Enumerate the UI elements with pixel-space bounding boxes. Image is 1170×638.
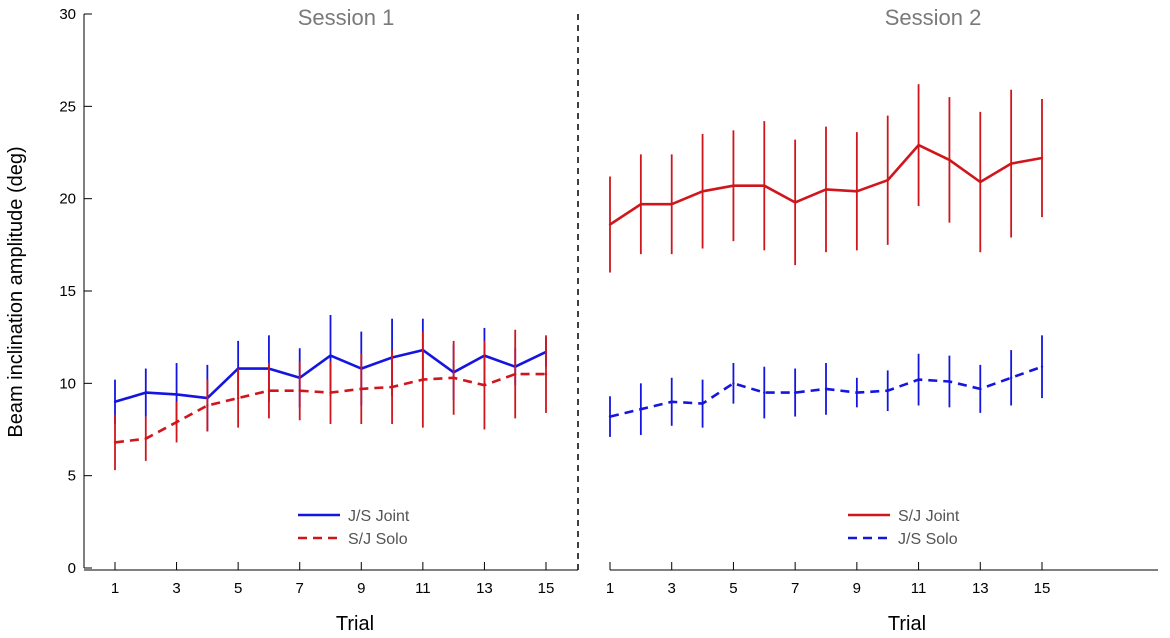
data-point bbox=[979, 387, 982, 391]
data-point bbox=[639, 203, 643, 206]
x-tick-label: 3 bbox=[668, 580, 676, 597]
data-point bbox=[1009, 162, 1013, 165]
data-point bbox=[639, 407, 643, 411]
data-point bbox=[732, 184, 735, 187]
x-axis-title-session-2: Trial bbox=[888, 613, 926, 635]
y-axis: 0 5 10 15 20 25 30 bbox=[59, 6, 92, 577]
x-tick-label: 1 bbox=[111, 580, 119, 597]
data-point bbox=[360, 387, 363, 391]
legend-session-2: S/J Joint J/S Solo bbox=[848, 508, 960, 548]
x-tick-label: 5 bbox=[234, 580, 242, 597]
x-axis-session-1: 1 3 5 7 9 11 13 15 bbox=[84, 562, 578, 597]
y-tick-label: 25 bbox=[59, 98, 76, 115]
data-point bbox=[544, 372, 548, 376]
x-tick-label: 11 bbox=[415, 580, 431, 597]
y-tick-label: 0 bbox=[68, 560, 76, 577]
data-point bbox=[608, 223, 612, 226]
x-tick-label: 3 bbox=[172, 580, 180, 597]
data-point bbox=[206, 404, 209, 407]
data-point bbox=[608, 415, 612, 418]
data-point bbox=[298, 389, 301, 392]
data-point bbox=[1040, 365, 1044, 368]
data-point bbox=[948, 380, 951, 383]
data-point bbox=[886, 179, 889, 182]
data-point bbox=[144, 437, 147, 440]
data-point bbox=[701, 190, 704, 193]
data-point bbox=[514, 372, 517, 376]
data-point bbox=[855, 190, 859, 193]
session-1-plot bbox=[113, 315, 548, 471]
x-axis-session-2: 1 3 5 7 9 11 13 15 bbox=[606, 562, 1158, 597]
data-point bbox=[1009, 376, 1013, 379]
data-point bbox=[113, 400, 117, 403]
y-tick-label: 15 bbox=[59, 283, 76, 300]
x-tick-label: 7 bbox=[791, 580, 799, 597]
data-point bbox=[824, 387, 828, 391]
data-point bbox=[329, 354, 332, 357]
x-tick-label: 9 bbox=[853, 580, 861, 597]
legend-session-1: J/S Joint S/J Solo bbox=[298, 508, 410, 548]
series-j-s-solo bbox=[608, 335, 1044, 437]
data-point bbox=[113, 441, 117, 444]
data-point bbox=[267, 389, 271, 392]
data-point bbox=[732, 382, 735, 385]
x-tick-label: 7 bbox=[296, 580, 304, 597]
y-tick-label: 20 bbox=[59, 191, 76, 208]
x-axis-title-session-1: Trial bbox=[336, 613, 374, 635]
x-tick-label: 5 bbox=[729, 580, 737, 597]
x-tick-label: 15 bbox=[538, 580, 555, 597]
legend-label-solo: J/S Solo bbox=[898, 531, 958, 548]
y-tick-label: 10 bbox=[59, 375, 76, 392]
legend-label-joint: S/J Joint bbox=[898, 508, 960, 525]
data-point bbox=[175, 420, 178, 424]
data-point bbox=[670, 203, 673, 206]
data-point bbox=[948, 158, 951, 162]
series-s-j-joint bbox=[608, 84, 1044, 273]
data-point bbox=[670, 400, 673, 403]
data-point bbox=[483, 383, 486, 387]
x-tick-label: 15 bbox=[1034, 580, 1051, 597]
session-1-title: Session 1 bbox=[298, 5, 395, 30]
session-2-title: Session 2 bbox=[885, 5, 982, 30]
data-point bbox=[979, 180, 982, 184]
y-tick-label: 5 bbox=[68, 468, 76, 485]
x-tick-label: 9 bbox=[357, 580, 365, 597]
data-point bbox=[236, 396, 240, 400]
data-point bbox=[886, 389, 889, 392]
data-point bbox=[855, 391, 859, 394]
data-point bbox=[763, 184, 766, 187]
data-point bbox=[390, 385, 394, 389]
data-point bbox=[701, 402, 704, 405]
data-point bbox=[824, 188, 828, 191]
data-point bbox=[452, 376, 455, 379]
x-tick-label: 13 bbox=[476, 580, 493, 597]
data-point bbox=[917, 378, 920, 381]
data-point bbox=[763, 391, 766, 394]
x-tick-label: 11 bbox=[911, 580, 927, 597]
data-point bbox=[917, 143, 920, 147]
x-tick-label: 1 bbox=[606, 580, 614, 597]
x-tick-label: 13 bbox=[972, 580, 989, 597]
data-point bbox=[421, 378, 425, 381]
y-axis-title: Beam inclination amplitude (deg) bbox=[5, 146, 27, 437]
data-point bbox=[175, 393, 178, 396]
data-point bbox=[793, 391, 797, 394]
session-2-plot bbox=[608, 84, 1044, 437]
data-point bbox=[793, 201, 797, 204]
legend-label-joint: J/S Joint bbox=[348, 508, 410, 525]
legend-label-solo: S/J Solo bbox=[348, 531, 408, 548]
data-point bbox=[329, 391, 332, 394]
data-point bbox=[1040, 156, 1044, 160]
series-s-j-solo bbox=[113, 329, 548, 471]
data-point bbox=[144, 391, 147, 394]
y-tick-label: 30 bbox=[59, 6, 76, 23]
